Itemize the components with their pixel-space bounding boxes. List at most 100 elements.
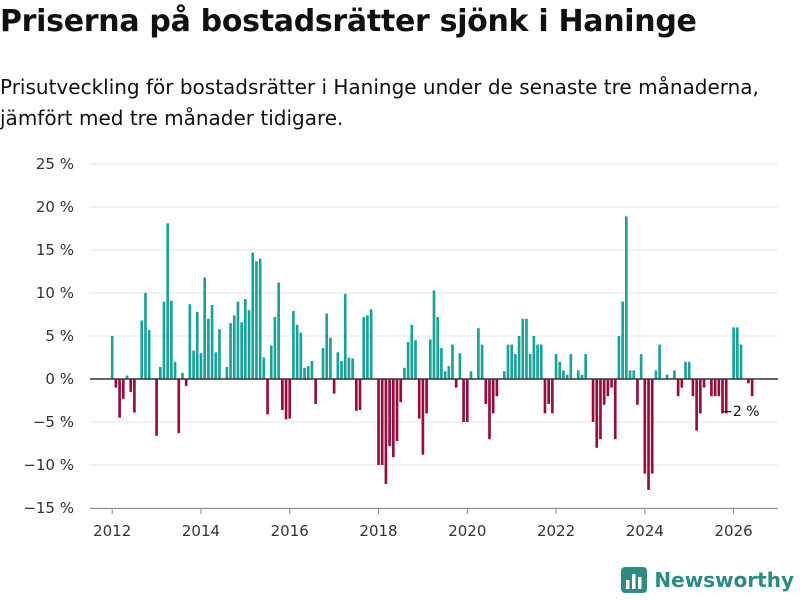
bar bbox=[310, 360, 314, 379]
bar bbox=[362, 317, 366, 379]
bar bbox=[203, 277, 206, 379]
y-tick-label: −15 % bbox=[23, 499, 74, 517]
bar bbox=[177, 379, 181, 434]
bar bbox=[240, 322, 243, 379]
bar bbox=[258, 258, 262, 379]
bar bbox=[658, 344, 661, 379]
bar bbox=[717, 379, 721, 397]
bar bbox=[133, 379, 136, 413]
bar bbox=[713, 379, 717, 397]
x-tick-label: 2026 bbox=[715, 522, 753, 540]
bar bbox=[147, 329, 151, 379]
bar bbox=[698, 379, 702, 414]
bar bbox=[188, 304, 192, 379]
bar bbox=[118, 379, 121, 418]
bar bbox=[162, 301, 166, 379]
bar bbox=[277, 282, 280, 379]
bar bbox=[236, 301, 240, 379]
x-axis: 2012 2014 2016 2018 2020 2022 2024 2026 bbox=[90, 508, 778, 540]
bar bbox=[354, 379, 358, 411]
bar bbox=[192, 350, 195, 379]
bar bbox=[380, 379, 384, 465]
bar bbox=[303, 367, 306, 379]
bar bbox=[735, 327, 739, 379]
bar bbox=[232, 315, 236, 379]
bar bbox=[695, 379, 698, 431]
bar bbox=[536, 344, 539, 379]
bar bbox=[244, 299, 247, 379]
bar bbox=[110, 336, 114, 379]
bar bbox=[273, 317, 277, 379]
bar bbox=[625, 216, 628, 379]
bar bbox=[565, 374, 569, 379]
bar bbox=[684, 361, 687, 379]
chart-subtitle: Prisutveckling för bostadsrätter i Hanin… bbox=[0, 75, 759, 130]
x-tick-label: 2020 bbox=[448, 522, 486, 540]
bar bbox=[343, 293, 347, 379]
bar bbox=[595, 379, 599, 448]
x-tick-label: 2024 bbox=[626, 522, 664, 540]
bar bbox=[306, 366, 310, 379]
bar bbox=[295, 324, 299, 379]
bar bbox=[591, 379, 595, 422]
bar bbox=[477, 328, 480, 379]
bar bbox=[543, 379, 547, 414]
brand-name: Newsworthy bbox=[654, 568, 794, 592]
bar bbox=[602, 379, 606, 405]
bar bbox=[643, 379, 647, 474]
y-tick-label: −10 % bbox=[23, 456, 74, 474]
bar bbox=[391, 379, 395, 458]
bar bbox=[750, 379, 754, 397]
bar bbox=[584, 354, 587, 379]
bar bbox=[702, 379, 706, 388]
bar bbox=[514, 354, 517, 379]
annotation-label: −2 % bbox=[721, 404, 759, 420]
bar bbox=[410, 324, 414, 379]
bar bbox=[347, 357, 351, 379]
y-tick-label: 15 % bbox=[36, 241, 74, 259]
bar bbox=[428, 339, 432, 379]
bar bbox=[207, 318, 210, 379]
bar bbox=[547, 379, 550, 404]
bar bbox=[636, 379, 639, 405]
bar bbox=[502, 371, 506, 379]
bar bbox=[469, 371, 473, 379]
bar bbox=[195, 311, 199, 379]
bar bbox=[395, 379, 399, 441]
x-tick-label: 2014 bbox=[182, 522, 220, 540]
bar bbox=[403, 367, 406, 379]
bar bbox=[436, 317, 440, 379]
bar bbox=[229, 323, 232, 379]
bar bbox=[647, 379, 650, 490]
bar bbox=[510, 344, 514, 379]
bar bbox=[739, 344, 743, 379]
bar bbox=[525, 318, 528, 379]
bar bbox=[358, 379, 362, 410]
y-tick-label: 25 % bbox=[36, 155, 74, 173]
bar-chart-icon bbox=[621, 567, 648, 593]
bar bbox=[440, 348, 443, 379]
bars bbox=[110, 216, 754, 490]
y-tick-label: 0 % bbox=[45, 370, 74, 388]
bar bbox=[606, 379, 610, 397]
bar bbox=[621, 301, 624, 379]
bar bbox=[747, 379, 750, 384]
bar bbox=[721, 379, 724, 414]
chart: −15 % −10 % −5 % 0 % 5 % 10 % 15 % 20 % 25 % 201… bbox=[23, 155, 778, 540]
bar bbox=[517, 336, 521, 379]
bar bbox=[551, 379, 554, 414]
bar bbox=[447, 366, 451, 379]
bar bbox=[506, 344, 510, 379]
bar bbox=[443, 371, 447, 379]
bar bbox=[417, 379, 421, 419]
bar bbox=[632, 370, 636, 379]
bar bbox=[458, 353, 462, 379]
bar bbox=[155, 379, 158, 436]
bar bbox=[377, 379, 380, 465]
chart-title: Priserna på bostadsrätter sjönk i Haning… bbox=[0, 4, 697, 39]
bar bbox=[673, 370, 676, 379]
bar bbox=[173, 361, 177, 379]
y-tick-label: 5 % bbox=[45, 327, 74, 345]
bar bbox=[617, 336, 621, 379]
bar bbox=[495, 379, 499, 397]
